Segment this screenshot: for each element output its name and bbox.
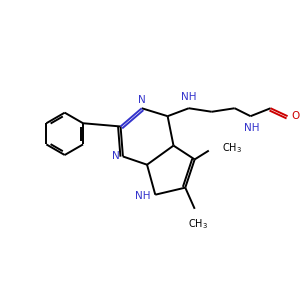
Text: CH$_3$: CH$_3$ [188, 218, 208, 231]
Text: O: O [291, 111, 299, 121]
Text: NH: NH [181, 92, 197, 102]
Text: N: N [138, 95, 146, 105]
Text: CH$_3$: CH$_3$ [222, 141, 242, 155]
Text: NH: NH [244, 123, 260, 133]
Text: NH: NH [135, 191, 151, 201]
Text: N: N [112, 152, 119, 161]
